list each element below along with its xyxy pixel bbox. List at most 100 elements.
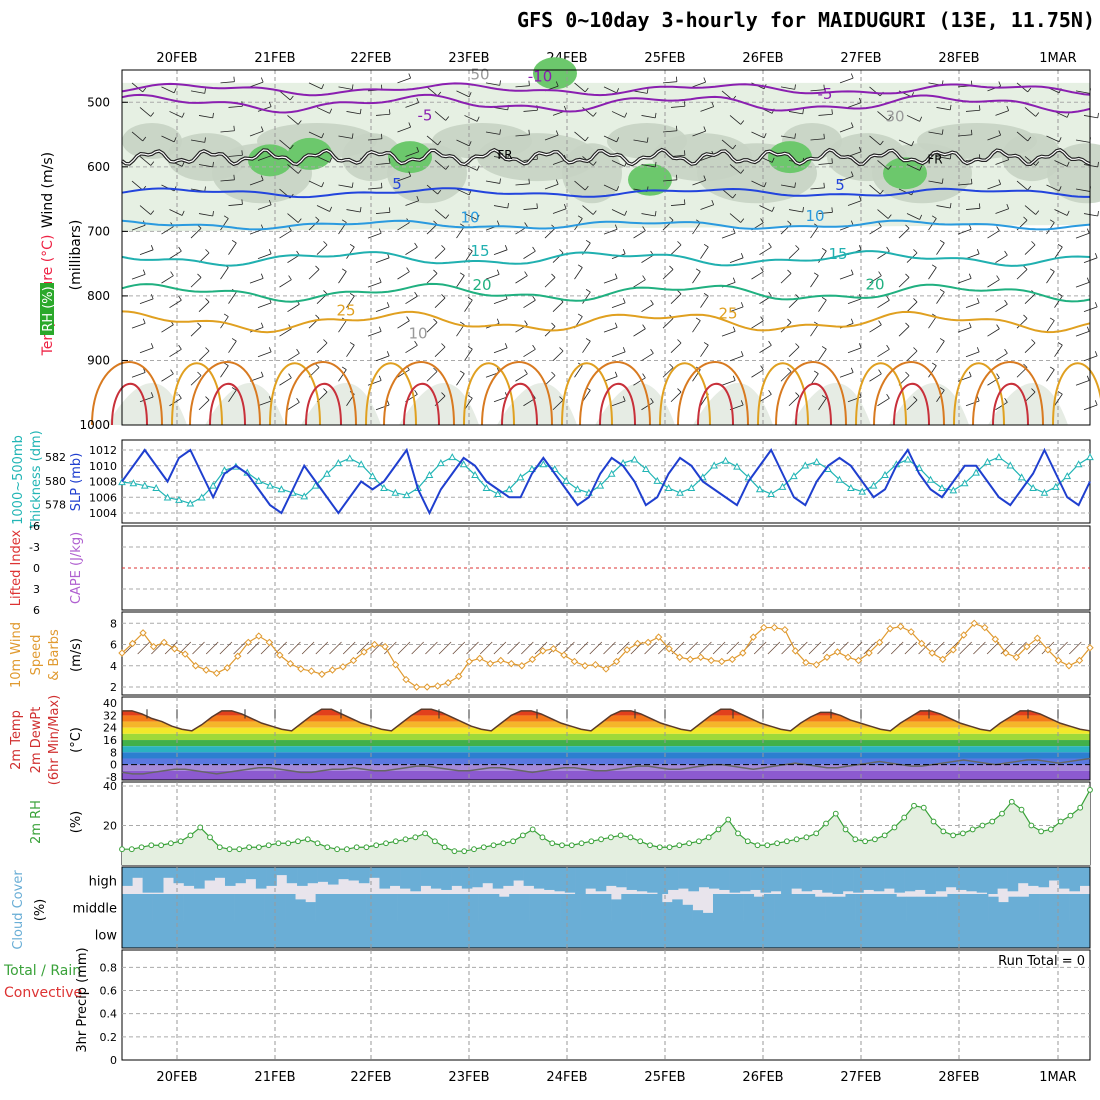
wind10m-barb: [274, 641, 287, 655]
wind-barb-flag: [445, 165, 450, 170]
rh2m-series-point: [265, 842, 272, 849]
thickness-series-point: [493, 489, 502, 497]
wind-barb: [338, 86, 353, 90]
pressure-tick-label: 600: [87, 160, 110, 174]
wind-barb-flag: [173, 88, 177, 93]
cloud-high-bar: [183, 867, 195, 886]
wind-barb-flag: [437, 189, 442, 195]
pressure-tick-label: 700: [87, 224, 110, 238]
wind10m-barb: [973, 641, 986, 655]
wind-barb-flag: [1086, 277, 1090, 283]
cloud-middle-bar: [621, 894, 632, 921]
wind-barb: [279, 90, 291, 101]
slp-axis-label: SLP (mb): [69, 453, 84, 512]
wind-barb: [965, 351, 980, 358]
wind10m-axis-label-line3: & Barbs: [47, 629, 62, 681]
cloud-middle-bar: [295, 899, 306, 921]
wind-barb-flag: [329, 108, 333, 114]
rh-shading-high: [248, 144, 292, 177]
wind-barb: [957, 228, 972, 235]
rh2m-series-point: [705, 834, 712, 841]
wind10m-series-point: [981, 623, 989, 632]
millibars-axis-label: (millibars): [68, 220, 84, 291]
cloud-middle-bar: [356, 894, 367, 921]
temperature-contour: [121, 82, 1091, 97]
wind-barb-flag: [445, 214, 450, 219]
wind-barb-flag: [178, 295, 182, 301]
cloud-middle-bar: [315, 894, 327, 921]
wind10m-barb: [370, 641, 383, 655]
wind-barb: [869, 135, 881, 146]
wind10m-series-point: [844, 653, 852, 661]
wind-barb-flag: [351, 84, 354, 90]
temperature-contour: [121, 219, 1091, 231]
wind-barb: [898, 277, 910, 288]
thickness-series-point: [653, 476, 662, 484]
thickness-series-point: [402, 491, 411, 499]
wind-barb: [190, 277, 202, 288]
cloud-high-bar: [369, 867, 380, 878]
wind-barb-flag: [669, 265, 674, 270]
wind10m-series-point: [265, 638, 274, 647]
wind-barb-flag: [768, 291, 772, 297]
rh2m-series-point: [138, 844, 145, 851]
temperature-contour-35: [209, 382, 246, 426]
wind-barb-flag: [532, 344, 536, 350]
wind-barb: [131, 372, 146, 378]
wind-barb: [957, 327, 972, 333]
wind-barb-flag: [976, 347, 980, 353]
wind10m-barb: [288, 641, 301, 655]
wind-barb-flag: [976, 249, 980, 254]
wind-barb: [818, 211, 833, 214]
cloud-high-bar: [173, 867, 185, 884]
wind-barb: [367, 331, 382, 337]
wind-barb: [898, 188, 912, 196]
wind-barb-flag: [683, 101, 686, 107]
wind-barb-flag: [740, 253, 744, 258]
wind-barb-flag: [559, 347, 564, 352]
wind-barb-flag: [654, 161, 657, 167]
wind-barb-flag: [288, 226, 292, 231]
wind-barb-flag: [823, 182, 825, 188]
wind-barb: [287, 164, 299, 174]
cloud-high-bar: [235, 867, 246, 884]
contour-label: 5: [835, 176, 845, 194]
cloud-middle-bar: [957, 894, 969, 921]
wind-barb-flag: [296, 397, 300, 403]
thickness-series-point: [995, 453, 1003, 461]
wind-barb: [220, 81, 235, 84]
wind-barb-flag: [968, 322, 972, 328]
cloud-middle-bar: [132, 894, 143, 921]
rh2m-series-point: [1008, 798, 1015, 805]
wind-barb: [405, 102, 419, 108]
wind-barb-flag: [204, 137, 206, 143]
cloud-high-bar: [781, 867, 792, 894]
thickness-series-point: [790, 472, 798, 480]
wind10m-series-point: [854, 656, 863, 665]
thickness-series-point: [1074, 460, 1083, 468]
wind-barb: [161, 86, 175, 94]
wind-barb-flag: [732, 375, 736, 381]
cloud-middle-bar: [305, 902, 316, 921]
wind-barb-flag: [646, 137, 649, 143]
thickness-series-point: [869, 481, 878, 489]
thickness-series-point: [311, 481, 320, 489]
wind-barb-flag: [380, 133, 383, 139]
wind-barb-flag: [386, 400, 390, 406]
wind10m-series-line: [121, 622, 1091, 688]
wind-barb: [818, 113, 833, 116]
thickness-tick-label: 578: [45, 499, 66, 512]
rh2m-series-point: [216, 844, 223, 851]
wind-barb: [957, 183, 972, 186]
wind-barb-flag: [592, 112, 597, 117]
wind-barb-flag: [297, 218, 302, 223]
wind-barb: [493, 205, 508, 209]
wind-barb-flag: [787, 269, 792, 274]
thickness-series-point: [380, 483, 388, 492]
precip-tick-label: 0.2: [100, 1031, 118, 1044]
wind10m-barb: [616, 641, 630, 655]
wind-barb: [544, 277, 556, 288]
wind10m-series-point: [570, 657, 579, 666]
wind-barb: [456, 373, 465, 386]
temperature-contour-30: [677, 361, 749, 426]
